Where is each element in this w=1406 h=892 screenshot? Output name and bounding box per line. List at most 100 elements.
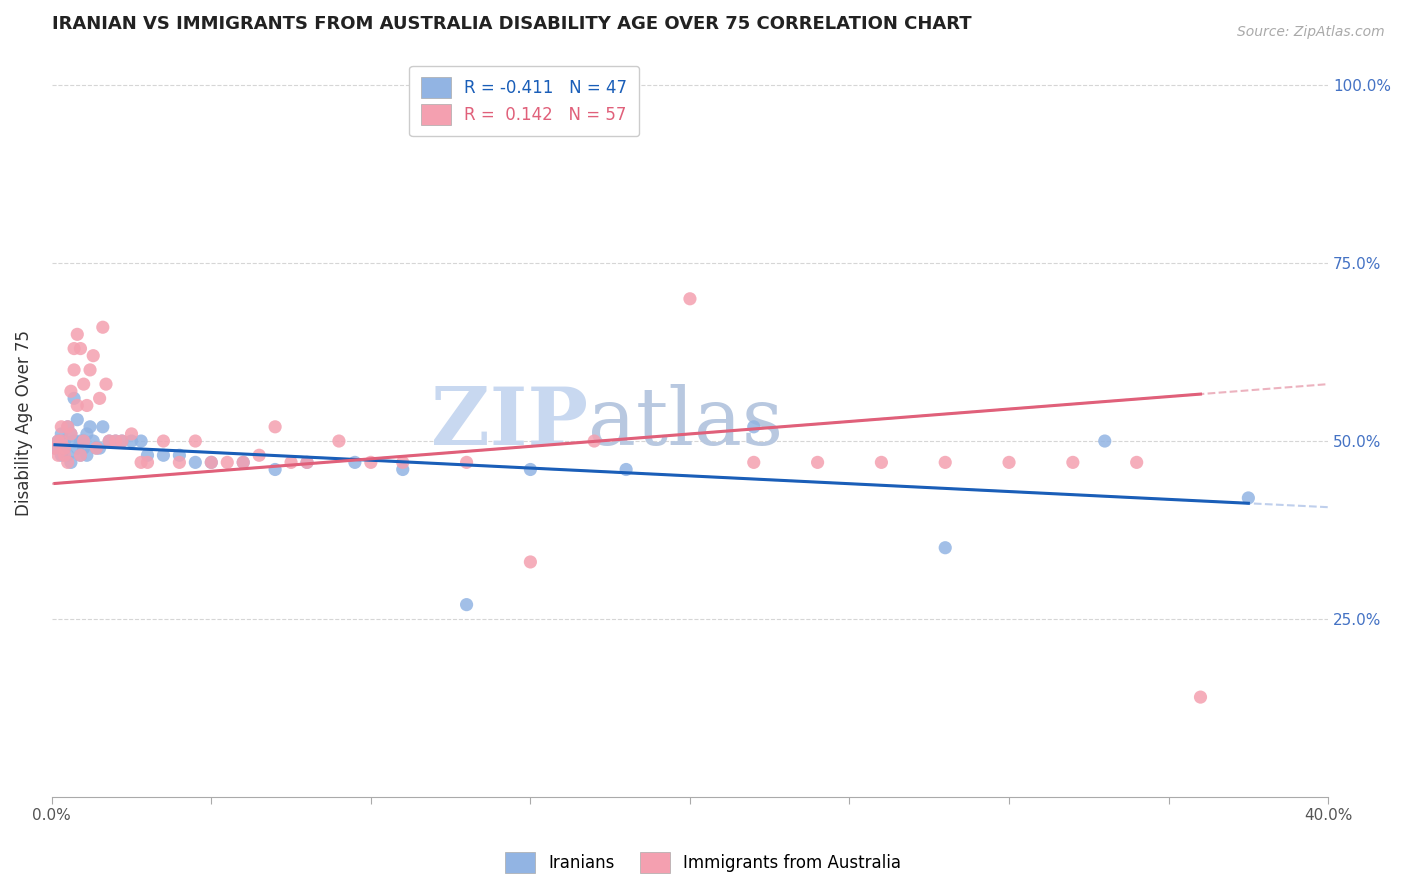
Point: [519, 555, 541, 569]
Text: IRANIAN VS IMMIGRANTS FROM AUSTRALIA DISABILITY AGE OVER 75 CORRELATION CHART: IRANIAN VS IMMIGRANTS FROM AUSTRALIA DIS…: [52, 15, 972, 33]
Point: [121, 434, 143, 448]
Point: [360, 455, 382, 469]
Point: [59, 455, 82, 469]
Point: [111, 434, 134, 448]
Point: [343, 455, 366, 469]
Point: [56, 419, 79, 434]
Point: [66, 399, 89, 413]
Point: [121, 426, 143, 441]
Point: [152, 448, 174, 462]
Point: [94, 377, 117, 392]
Point: [217, 455, 239, 469]
Point: [200, 455, 222, 469]
Point: [73, 434, 96, 448]
Point: [456, 455, 478, 469]
Text: ZIP: ZIP: [430, 384, 588, 462]
Point: [56, 419, 79, 434]
Point: [247, 448, 270, 462]
Point: [98, 434, 121, 448]
Point: [66, 441, 89, 455]
Point: [169, 455, 191, 469]
Point: [328, 434, 350, 448]
Point: [66, 327, 89, 342]
Point: [63, 363, 86, 377]
Point: [184, 434, 207, 448]
Point: [232, 455, 254, 469]
Point: [583, 434, 606, 448]
Point: [63, 434, 86, 448]
Point: [232, 455, 254, 469]
Point: [79, 363, 101, 377]
Point: [152, 434, 174, 448]
Point: [76, 399, 98, 413]
Point: [91, 320, 114, 334]
Point: [76, 426, 98, 441]
Point: [934, 455, 956, 469]
Point: [104, 434, 127, 448]
Point: [111, 434, 134, 448]
Point: [742, 419, 765, 434]
Point: [73, 377, 96, 392]
Point: [86, 441, 108, 455]
Point: [79, 419, 101, 434]
Point: [391, 462, 413, 476]
Point: [51, 448, 73, 462]
Legend: Iranians, Immigrants from Australia: Iranians, Immigrants from Australia: [498, 846, 908, 880]
Point: [679, 292, 702, 306]
Point: [104, 434, 127, 448]
Point: [59, 426, 82, 441]
Point: [184, 455, 207, 469]
Point: [44, 441, 66, 455]
Point: [73, 434, 96, 448]
Point: [69, 448, 91, 462]
Point: [66, 413, 89, 427]
Point: [56, 455, 79, 469]
Point: [51, 434, 73, 448]
Text: Source: ZipAtlas.com: Source: ZipAtlas.com: [1237, 25, 1385, 39]
Point: [51, 419, 73, 434]
Point: [1094, 434, 1116, 448]
Point: [200, 455, 222, 469]
Point: [1062, 455, 1084, 469]
Point: [456, 598, 478, 612]
Point: [69, 342, 91, 356]
Point: [53, 441, 76, 455]
Point: [59, 426, 82, 441]
Point: [46, 434, 69, 448]
Point: [46, 434, 69, 448]
Point: [89, 441, 111, 455]
Point: [280, 455, 302, 469]
Point: [82, 349, 104, 363]
Legend: R = -0.411   N = 47, R =  0.142   N = 57: R = -0.411 N = 47, R = 0.142 N = 57: [409, 66, 638, 136]
Point: [91, 419, 114, 434]
Point: [519, 462, 541, 476]
Point: [98, 434, 121, 448]
Point: [1125, 455, 1147, 469]
Point: [806, 455, 828, 469]
Point: [169, 448, 191, 462]
Point: [391, 455, 413, 469]
Point: [136, 448, 159, 462]
Point: [614, 462, 637, 476]
Point: [742, 455, 765, 469]
Point: [63, 392, 86, 406]
Point: [56, 448, 79, 462]
Point: [89, 392, 111, 406]
Point: [69, 448, 91, 462]
Point: [53, 448, 76, 462]
Point: [1189, 690, 1212, 704]
Point: [63, 342, 86, 356]
Point: [86, 441, 108, 455]
Point: [295, 455, 318, 469]
Point: [934, 541, 956, 555]
Point: [53, 434, 76, 448]
Point: [870, 455, 893, 469]
Text: atlas: atlas: [588, 384, 783, 462]
Y-axis label: Disability Age Over 75: Disability Age Over 75: [15, 330, 32, 516]
Point: [1237, 491, 1260, 505]
Point: [295, 455, 318, 469]
Point: [129, 455, 152, 469]
Point: [129, 434, 152, 448]
Point: [264, 419, 287, 434]
Point: [76, 448, 98, 462]
